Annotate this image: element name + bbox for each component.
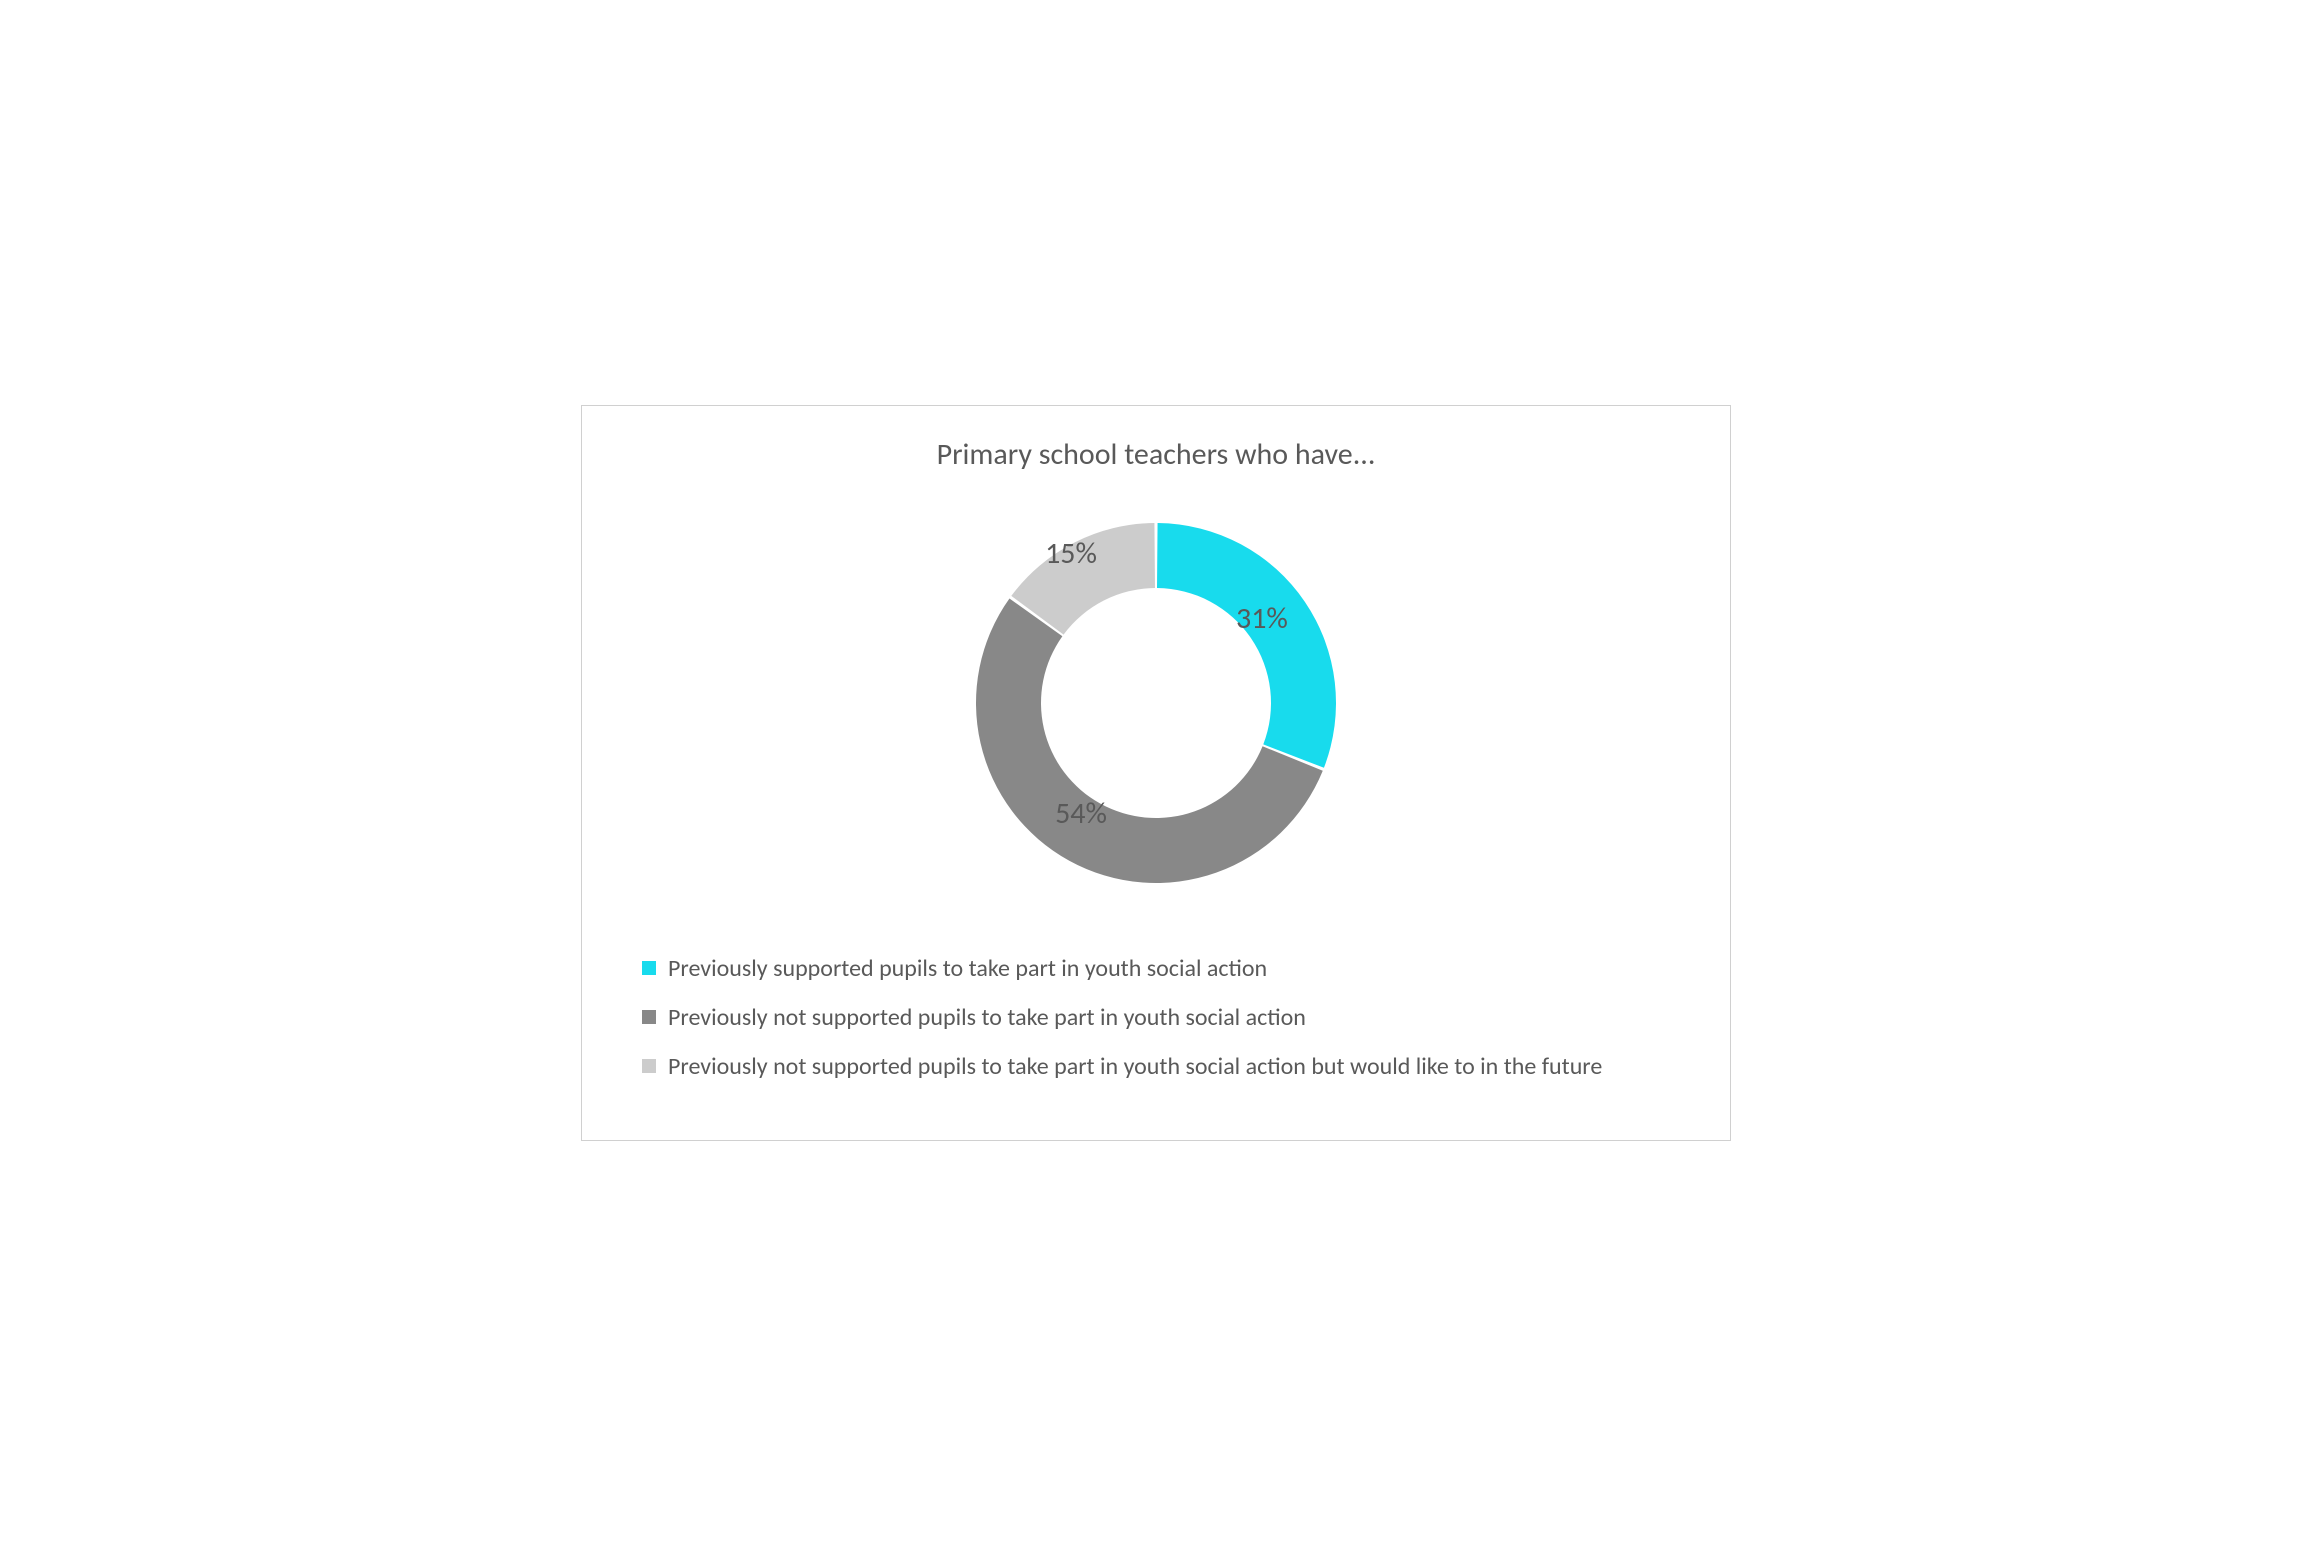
slice-label: 54% [1055, 795, 1107, 832]
chart-title: Primary school teachers who have... [622, 436, 1690, 473]
legend-swatch [642, 1059, 656, 1073]
legend-item: Previously not supported pupils to take … [642, 1051, 1670, 1082]
legend-swatch [642, 1010, 656, 1024]
slice-label: 15% [1045, 535, 1097, 572]
donut-slice [1157, 523, 1336, 768]
legend-swatch [642, 961, 656, 975]
donut-slices [976, 523, 1336, 883]
slice-label: 31% [1236, 600, 1288, 637]
legend-text: Previously supported pupils to take part… [668, 953, 1670, 984]
legend-item: Previously supported pupils to take part… [642, 953, 1670, 984]
legend-item: Previously not supported pupils to take … [642, 1002, 1670, 1033]
chart-container: Primary school teachers who have... 31% 5… [581, 405, 1731, 1142]
legend: Previously supported pupils to take part… [622, 953, 1690, 1083]
legend-text: Previously not supported pupils to take … [668, 1002, 1670, 1033]
donut-chart: 31% 54% 15% [946, 493, 1366, 913]
legend-text: Previously not supported pupils to take … [668, 1051, 1670, 1082]
donut-wrap: 31% 54% 15% [622, 493, 1690, 913]
